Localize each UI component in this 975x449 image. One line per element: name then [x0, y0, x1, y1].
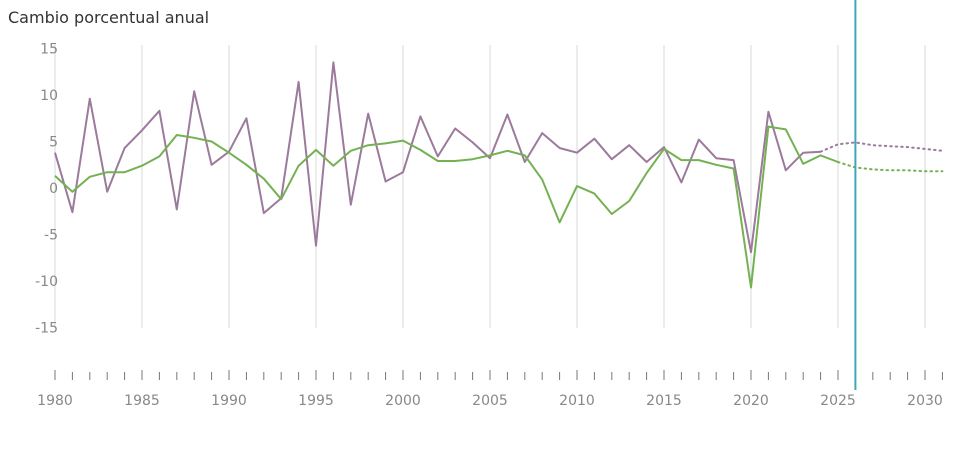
- projection-series-line: [819, 141, 944, 153]
- x-tick-label: 1980: [37, 393, 73, 409]
- x-tick-label: 1985: [124, 393, 160, 409]
- series-line: [54, 125, 839, 289]
- y-tick-label: 5: [49, 135, 58, 151]
- x-tick-label: 1995: [298, 393, 334, 409]
- series-line: [54, 61, 821, 254]
- x-tick-label: 2020: [733, 393, 769, 409]
- x-tick-label: 2000: [385, 393, 421, 409]
- projection-series-line: [837, 161, 944, 173]
- x-tick-label: 2015: [646, 393, 682, 409]
- y-tick-label: 10: [40, 88, 58, 104]
- chart-title: Cambio porcentual anual: [8, 8, 210, 27]
- x-tick-label: 2030: [907, 393, 943, 409]
- y-tick-label: 15: [40, 42, 58, 58]
- x-tick-label: 2010: [559, 393, 595, 409]
- y-tick-label: -5: [44, 228, 58, 244]
- x-tick-label: 2005: [472, 393, 508, 409]
- x-tick-label: 2025: [820, 393, 856, 409]
- y-tick-label: -15: [35, 321, 58, 337]
- y-tick-label: -10: [35, 274, 58, 290]
- x-tick-label: 1990: [211, 393, 247, 409]
- y-tick-label: 0: [49, 181, 58, 197]
